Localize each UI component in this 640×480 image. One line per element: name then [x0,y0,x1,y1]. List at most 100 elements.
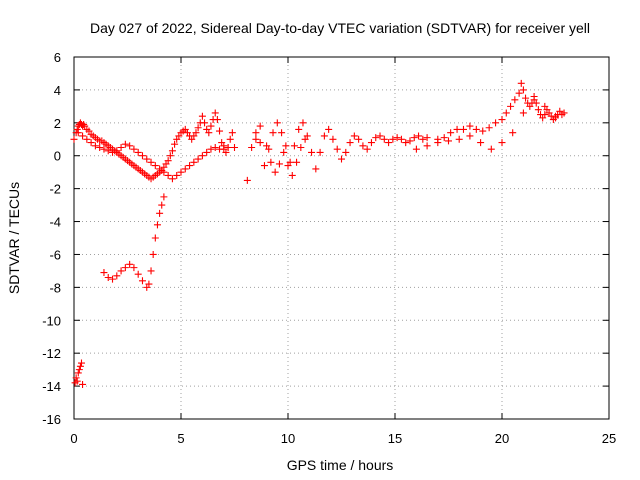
data-point [273,119,281,127]
data-point [295,125,303,133]
data-point [492,119,500,127]
data-point [151,162,159,170]
data-point [530,96,538,104]
data-point [256,139,264,147]
data-point [301,135,309,143]
data-point [325,125,333,133]
data-point [342,148,350,156]
data-point [376,132,384,140]
data-point [260,162,268,170]
data-point [280,148,288,156]
x-tick-label: 0 [70,431,77,446]
data-point [149,250,157,258]
y-tick-label: 6 [54,50,61,65]
data-point [293,158,301,166]
data-point [447,129,455,137]
plot-frame [73,56,610,420]
data-point [466,132,474,140]
data-point [423,142,431,150]
data-point [216,145,224,153]
data-point [134,270,142,278]
data-point [406,137,414,145]
data-point [160,168,168,176]
data-point [220,142,228,150]
data-point [312,165,320,173]
data-point [502,109,510,117]
data-point [552,112,559,120]
data-point [80,120,88,128]
data-point [77,359,85,367]
data-point [423,134,431,142]
y-tick-label: -14 [42,379,61,394]
data-point [151,234,159,242]
data-point [134,148,142,156]
x-tick-label: 15 [388,431,402,446]
data-point [213,116,221,124]
data-point [211,109,219,117]
data-point [147,158,155,166]
data-point [168,175,176,183]
x-axis-label: GPS time / hours [287,457,394,473]
data-point [282,142,290,150]
data-point [541,102,549,110]
data-point [507,102,515,110]
data-point [205,129,213,137]
data-point [455,135,463,143]
data-point [113,272,121,280]
data-point [164,157,172,165]
data-point [207,145,215,153]
data-point [96,144,104,151]
y-axis-label: SDTVAR / TECUs [6,182,22,294]
y-tick-label: 4 [54,83,61,98]
y-tick-label: -12 [42,346,61,361]
data-point [198,112,206,120]
data-point [517,79,525,87]
data-point [166,152,174,160]
data-point [79,132,87,140]
data-point [145,280,153,288]
x-tick-label: 10 [281,431,295,446]
data-point [511,96,519,104]
data-point [519,109,527,117]
data-point [74,129,82,137]
data-point [290,142,298,150]
data-point [472,125,480,133]
data-point [412,145,420,153]
data-point [389,135,397,143]
data-point [171,140,179,148]
data-point [522,94,530,102]
data-point [104,147,112,155]
data-point [402,139,410,147]
data-point [359,142,367,150]
data-point [498,116,506,124]
data-point [308,148,316,156]
data-point [201,119,209,127]
data-point [216,127,224,135]
data-point [194,155,202,163]
data-point [226,135,234,143]
data-point [126,260,134,268]
data-point [126,142,134,150]
data-point [117,144,125,151]
data-point [121,264,129,272]
data-point [288,171,296,179]
data-point [477,139,485,147]
y-tick-label: -16 [42,412,61,427]
data-point [299,119,307,127]
data-point [380,135,388,143]
y-tick-label: -8 [49,280,61,295]
data-point [485,124,493,132]
data-point [109,148,117,156]
data-point [76,362,84,370]
data-point [355,135,363,143]
data-point [338,155,345,163]
data-point [160,193,168,201]
data-point [263,142,271,150]
y-tick-label: -2 [49,182,61,197]
data-point [445,137,452,145]
data-point [350,132,358,140]
data-point [440,134,448,142]
data-point [130,145,138,153]
